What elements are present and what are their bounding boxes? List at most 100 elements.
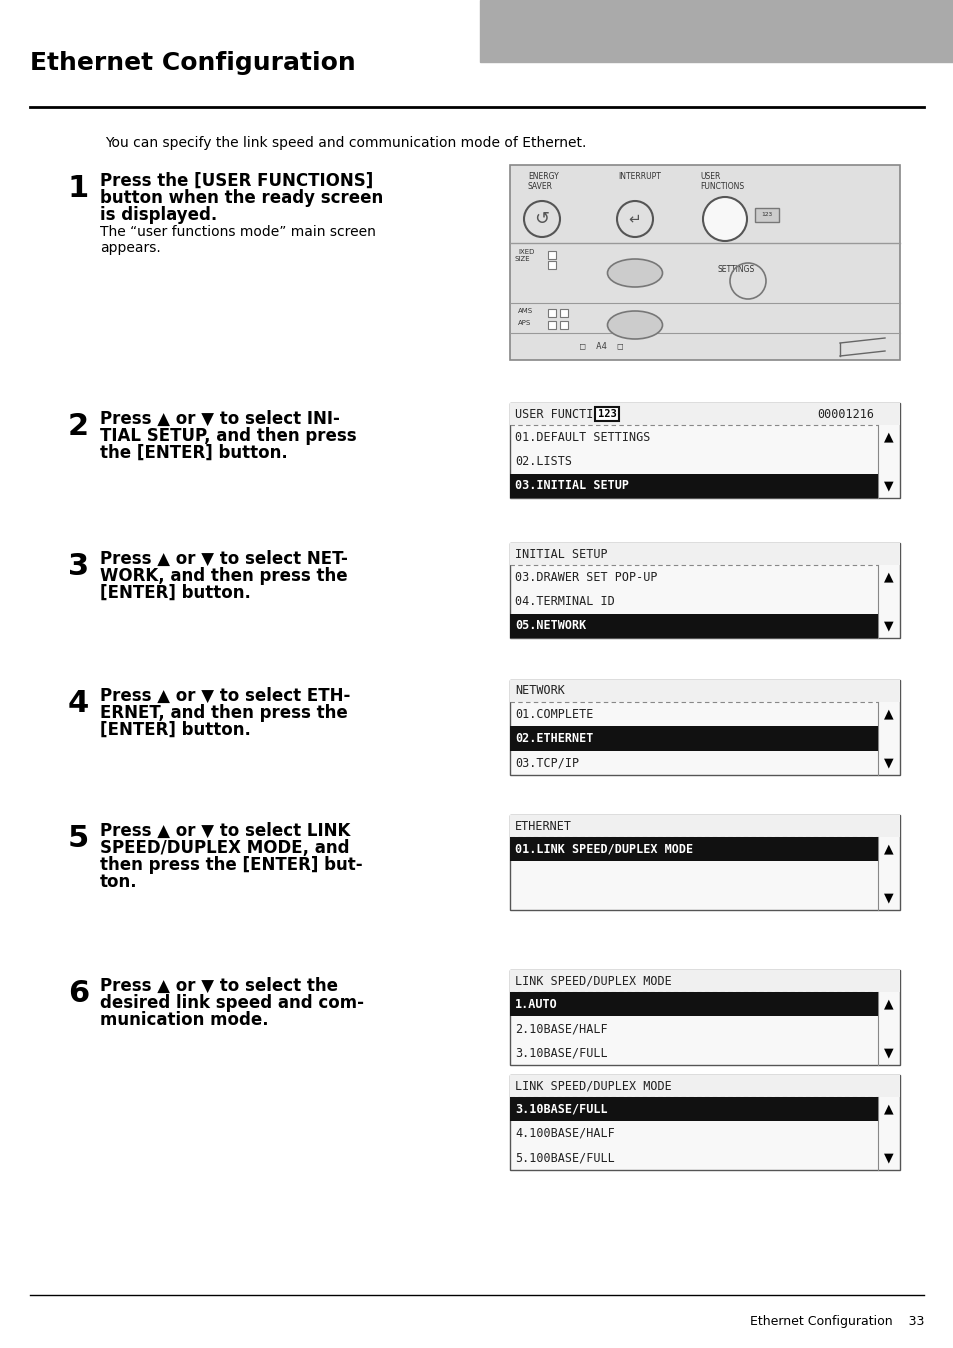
Text: 01.DEFAULT SETTINGS: 01.DEFAULT SETTINGS bbox=[515, 430, 650, 443]
Text: IXED: IXED bbox=[517, 249, 534, 255]
Bar bbox=[510, 992, 877, 1016]
Text: INITIAL SETUP: INITIAL SETUP bbox=[515, 547, 607, 561]
Text: 1.AUTO: 1.AUTO bbox=[515, 998, 558, 1011]
Bar bbox=[510, 403, 899, 425]
Bar bbox=[510, 1074, 899, 1170]
Text: munication mode.: munication mode. bbox=[100, 1011, 269, 1029]
Text: The “user functions mode” main screen: The “user functions mode” main screen bbox=[100, 225, 375, 239]
Text: ▼: ▼ bbox=[883, 756, 893, 770]
Text: 4.100BASE/HALF: 4.100BASE/HALF bbox=[515, 1127, 614, 1140]
Text: APS: APS bbox=[517, 319, 531, 326]
Text: 05.NETWORK: 05.NETWORK bbox=[515, 619, 586, 632]
Text: the [ENTER] button.: the [ENTER] button. bbox=[100, 443, 288, 462]
Bar bbox=[510, 837, 877, 861]
Text: ▼: ▼ bbox=[883, 891, 893, 905]
Bar bbox=[547, 262, 556, 270]
Bar bbox=[547, 309, 556, 317]
Bar bbox=[510, 679, 899, 775]
Text: 123: 123 bbox=[597, 408, 616, 419]
Text: ▼: ▼ bbox=[883, 1046, 893, 1060]
Text: [ENTER] button.: [ENTER] button. bbox=[100, 721, 251, 739]
Bar bbox=[510, 816, 899, 837]
Bar bbox=[510, 971, 899, 992]
Text: ▼: ▼ bbox=[883, 480, 893, 492]
Text: ↺: ↺ bbox=[534, 210, 549, 228]
Text: ENERGY
SAVER: ENERGY SAVER bbox=[527, 173, 558, 191]
Text: 3: 3 bbox=[68, 551, 89, 581]
Bar bbox=[510, 1097, 877, 1122]
Text: 01.LINK SPEED/DUPLEX MODE: 01.LINK SPEED/DUPLEX MODE bbox=[515, 842, 693, 856]
Text: ▼: ▼ bbox=[883, 1151, 893, 1165]
Text: 02.ETHERNET: 02.ETHERNET bbox=[515, 732, 593, 745]
Text: 3.10BASE/FULL: 3.10BASE/FULL bbox=[515, 1103, 607, 1116]
Text: Ethernet Configuration: Ethernet Configuration bbox=[30, 51, 355, 75]
Text: 01.COMPLETE: 01.COMPLETE bbox=[515, 708, 593, 721]
Text: WORK, and then press the: WORK, and then press the bbox=[100, 568, 347, 585]
Bar bbox=[510, 679, 899, 702]
Text: appears.: appears. bbox=[100, 241, 161, 255]
Text: Press ▲ or ▼ to select NET-: Press ▲ or ▼ to select NET- bbox=[100, 550, 348, 568]
Bar bbox=[510, 1074, 899, 1097]
Text: 1: 1 bbox=[68, 174, 90, 204]
Text: 4: 4 bbox=[68, 689, 90, 718]
Text: 03.TCP/IP: 03.TCP/IP bbox=[515, 756, 578, 770]
Text: ↵: ↵ bbox=[628, 212, 640, 226]
Text: USER
FUNCTIONS: USER FUNCTIONS bbox=[700, 173, 743, 191]
Text: button when the ready screen: button when the ready screen bbox=[100, 189, 383, 208]
Text: ▲: ▲ bbox=[883, 1103, 893, 1116]
Bar bbox=[754, 208, 779, 222]
Bar bbox=[510, 971, 899, 1065]
Text: 03.DRAWER SET POP-UP: 03.DRAWER SET POP-UP bbox=[515, 570, 657, 584]
Bar bbox=[547, 321, 556, 329]
Text: 6: 6 bbox=[68, 979, 90, 1008]
Text: is displayed.: is displayed. bbox=[100, 206, 217, 224]
Text: NETWORK: NETWORK bbox=[515, 685, 564, 697]
Text: 5: 5 bbox=[68, 824, 90, 853]
Text: then press the [ENTER] but-: then press the [ENTER] but- bbox=[100, 856, 362, 874]
Text: desired link speed and com-: desired link speed and com- bbox=[100, 993, 364, 1012]
Text: You can specify the link speed and communication mode of Ethernet.: You can specify the link speed and commu… bbox=[105, 136, 586, 150]
Text: USER FUNCTIONS: USER FUNCTIONS bbox=[515, 407, 614, 421]
Text: TIAL SETUP, and then press: TIAL SETUP, and then press bbox=[100, 427, 356, 445]
Text: Ethernet Configuration    33: Ethernet Configuration 33 bbox=[749, 1316, 923, 1328]
Text: SPEED/DUPLEX MODE, and: SPEED/DUPLEX MODE, and bbox=[100, 838, 349, 857]
Bar bbox=[510, 613, 877, 638]
Ellipse shape bbox=[607, 259, 661, 287]
Text: SETTINGS: SETTINGS bbox=[718, 266, 755, 274]
Text: 3.10BASE/FULL: 3.10BASE/FULL bbox=[515, 1046, 607, 1060]
Text: LINK SPEED/DUPLEX MODE: LINK SPEED/DUPLEX MODE bbox=[515, 1080, 671, 1092]
Ellipse shape bbox=[607, 311, 661, 338]
Bar bbox=[510, 403, 899, 497]
Text: Press the [USER FUNCTIONS]: Press the [USER FUNCTIONS] bbox=[100, 173, 373, 190]
Bar bbox=[547, 251, 556, 259]
Text: □  A4  □: □ A4 □ bbox=[579, 341, 622, 350]
Text: ton.: ton. bbox=[100, 874, 137, 891]
Bar bbox=[510, 473, 877, 497]
Text: Press ▲ or ▼ to select INI-: Press ▲ or ▼ to select INI- bbox=[100, 410, 339, 429]
Text: 00001216: 00001216 bbox=[816, 407, 873, 421]
Bar bbox=[510, 816, 899, 910]
Circle shape bbox=[702, 197, 746, 241]
Text: 04.TERMINAL ID: 04.TERMINAL ID bbox=[515, 594, 614, 608]
Text: ETHERNET: ETHERNET bbox=[515, 820, 572, 833]
Text: AMS: AMS bbox=[517, 307, 533, 314]
Bar bbox=[559, 309, 567, 317]
Bar bbox=[510, 727, 877, 751]
Text: ▲: ▲ bbox=[883, 842, 893, 856]
Text: Press ▲ or ▼ to select ETH-: Press ▲ or ▼ to select ETH- bbox=[100, 687, 350, 705]
Text: 2.10BASE/HALF: 2.10BASE/HALF bbox=[515, 1022, 607, 1035]
Bar bbox=[479, 0, 953, 62]
Text: 02.LISTS: 02.LISTS bbox=[515, 456, 572, 468]
Text: INTERRUPT: INTERRUPT bbox=[618, 173, 660, 181]
Text: ▲: ▲ bbox=[883, 570, 893, 584]
Bar bbox=[510, 543, 899, 638]
Text: 2: 2 bbox=[68, 412, 89, 441]
Text: 03.INITIAL SETUP: 03.INITIAL SETUP bbox=[515, 480, 628, 492]
Text: 5.100BASE/FULL: 5.100BASE/FULL bbox=[515, 1151, 614, 1165]
Text: [ENTER] button.: [ENTER] button. bbox=[100, 584, 251, 603]
Text: ▲: ▲ bbox=[883, 998, 893, 1011]
Text: Press ▲ or ▼ to select LINK: Press ▲ or ▼ to select LINK bbox=[100, 822, 350, 840]
Text: LINK SPEED/DUPLEX MODE: LINK SPEED/DUPLEX MODE bbox=[515, 975, 671, 988]
Text: ERNET, and then press the: ERNET, and then press the bbox=[100, 704, 348, 723]
Text: Press ▲ or ▼ to select the: Press ▲ or ▼ to select the bbox=[100, 977, 337, 995]
